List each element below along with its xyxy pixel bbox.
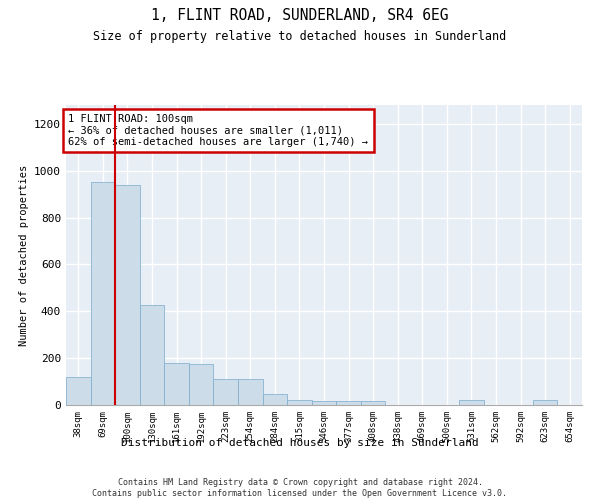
Text: Contains HM Land Registry data © Crown copyright and database right 2024.
Contai: Contains HM Land Registry data © Crown c… [92,478,508,498]
Bar [214,379,238,405]
Bar [336,402,361,405]
Bar [91,182,115,405]
Bar [312,402,336,405]
Bar [287,400,312,405]
Text: Distribution of detached houses by size in Sunderland: Distribution of detached houses by size … [121,438,479,448]
Text: 1, FLINT ROAD, SUNDERLAND, SR4 6EG: 1, FLINT ROAD, SUNDERLAND, SR4 6EG [151,8,449,22]
Bar [115,184,140,405]
Bar [238,379,263,405]
Text: Size of property relative to detached houses in Sunderland: Size of property relative to detached ho… [94,30,506,43]
Bar [189,364,214,405]
Bar [533,400,557,405]
Bar [361,402,385,405]
Bar [459,400,484,405]
Bar [140,306,164,405]
Bar [164,363,189,405]
Bar [66,377,91,405]
Bar [263,394,287,405]
Y-axis label: Number of detached properties: Number of detached properties [19,164,29,346]
Text: 1 FLINT ROAD: 100sqm
← 36% of detached houses are smaller (1,011)
62% of semi-de: 1 FLINT ROAD: 100sqm ← 36% of detached h… [68,114,368,147]
